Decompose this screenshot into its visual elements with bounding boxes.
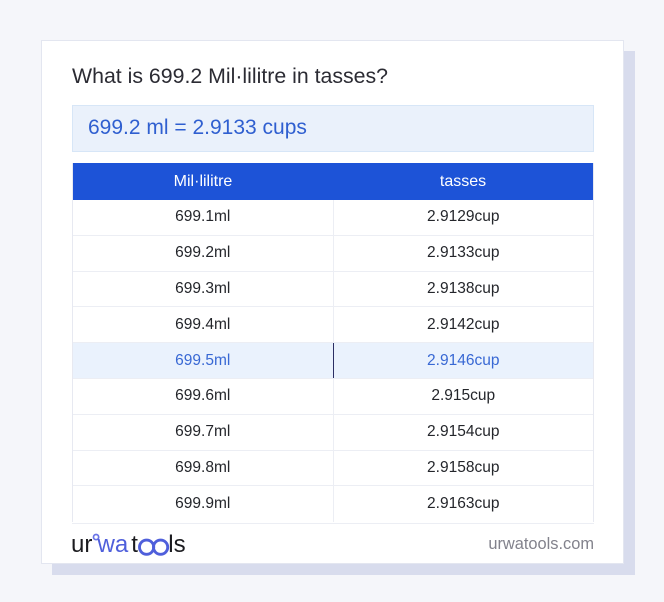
svg-text:wa: wa	[97, 531, 129, 557]
svg-text:ls: ls	[168, 531, 185, 557]
svg-text:ur: ur	[72, 531, 92, 557]
svg-text:t: t	[131, 531, 138, 557]
